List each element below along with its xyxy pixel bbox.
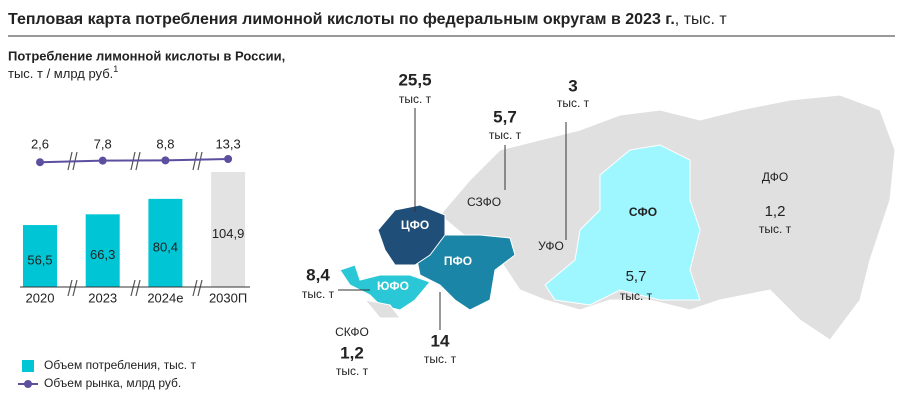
region bbox=[544, 144, 701, 306]
map: ЦФО ПФО ЮФО СФО СЗФО УФО ДФО СКФО 25,5 т… bbox=[302, 70, 896, 378]
unit: тыс. т bbox=[620, 289, 653, 303]
page-title: Тепловая карта потребления лимонной кисл… bbox=[8, 11, 727, 28]
legend-dot bbox=[24, 380, 32, 388]
line-label: 13,3 bbox=[215, 136, 240, 151]
region bbox=[363, 299, 402, 319]
footnote-ref: 1 bbox=[113, 64, 118, 74]
x-tick-label: 2023 bbox=[88, 290, 117, 305]
unit: тыс. т bbox=[336, 364, 369, 378]
bar-label: 66,3 bbox=[90, 247, 115, 262]
line-label: 7,8 bbox=[94, 136, 112, 151]
unit: тыс. т bbox=[557, 96, 590, 110]
region-value: 3 bbox=[568, 76, 577, 95]
line-point bbox=[161, 156, 170, 165]
region bbox=[339, 264, 431, 311]
unit: тыс. т bbox=[759, 222, 792, 236]
bar-label: 80,4 bbox=[153, 239, 178, 254]
region-value: 1,2 bbox=[765, 203, 786, 220]
region-value: 14 bbox=[431, 331, 450, 350]
bar bbox=[85, 214, 120, 287]
line-point bbox=[224, 155, 233, 164]
line-point bbox=[36, 158, 44, 167]
line-point bbox=[98, 156, 107, 165]
bar-label: 104,9 bbox=[212, 226, 245, 241]
chart-subtitle: тыс. т / млрд руб.1 bbox=[8, 64, 118, 81]
unit: тыс. т bbox=[302, 287, 335, 301]
bar bbox=[23, 225, 57, 287]
region-name: ЮФО bbox=[377, 279, 409, 293]
line-label: 2,6 bbox=[31, 136, 49, 151]
legend-label: Объем рынка, млрд руб. bbox=[44, 376, 181, 390]
region-name: СЗФО bbox=[467, 195, 501, 209]
title-unit: , тыс. т bbox=[675, 11, 728, 28]
bar bbox=[211, 172, 246, 287]
region-name: СКФО bbox=[335, 325, 369, 339]
region-value: 5,7 bbox=[626, 268, 647, 285]
chart-title: Потребление лимонной кислоты в России, bbox=[8, 48, 285, 63]
unit: тыс. т bbox=[399, 92, 432, 106]
region-value: 25,5 bbox=[398, 70, 431, 89]
x-tick-label: 2030П bbox=[209, 290, 247, 305]
region-name: ДФО bbox=[762, 170, 788, 184]
region-value: 1,2 bbox=[340, 343, 364, 362]
region bbox=[414, 234, 516, 311]
region-name: ЦФО bbox=[401, 218, 429, 232]
legend-label: Объем потребления, тыс. т bbox=[44, 358, 196, 372]
region-name: УФО bbox=[538, 239, 564, 253]
unit: тыс. т bbox=[424, 352, 457, 366]
region-name: СФО bbox=[629, 205, 657, 219]
region bbox=[377, 204, 446, 266]
legend-swatch bbox=[22, 360, 34, 372]
bar bbox=[148, 198, 183, 287]
x-tick-label: 2020 bbox=[26, 290, 55, 305]
region-value: 5,7 bbox=[493, 107, 517, 126]
line bbox=[39, 158, 229, 164]
bar-label: 56,5 bbox=[27, 252, 52, 267]
region-name: ПФО bbox=[444, 254, 472, 268]
subtitle: тыс. т / млрд руб. bbox=[8, 66, 113, 81]
x-tick-label: 2024е bbox=[147, 290, 183, 305]
region-value: 8,4 bbox=[306, 265, 330, 284]
unit: тыс. т bbox=[489, 128, 522, 142]
title-main: Тепловая карта потребления лимонной кисл… bbox=[8, 11, 675, 28]
line-label: 8,8 bbox=[156, 136, 174, 151]
